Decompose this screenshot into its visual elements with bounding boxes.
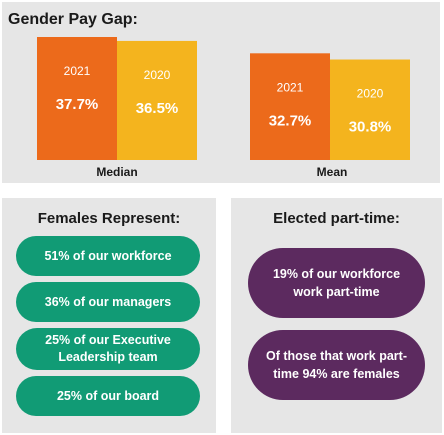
females-workforce-pill: 51% of our workforce [16, 236, 200, 276]
elected-part-time-panel: Elected part-time: 19% of our workforce … [231, 198, 442, 433]
pill-text: 19% of our workforce work part-time [272, 267, 401, 299]
gender-pay-gap-title: Gender Pay Gap: [8, 11, 138, 28]
females-represent-title: Females Represent: [37, 210, 181, 227]
pill-text: 51% of our workforce [44, 248, 172, 263]
pill-text: 25% of our Executive Leadership team [45, 333, 171, 364]
pill-text: 25% of our board [56, 388, 160, 403]
bar-year-label: 2021 [64, 64, 91, 78]
bar-value-label: 37.7% [56, 96, 99, 113]
females-board-pill: 25% of our board [16, 376, 200, 416]
females-represent-panel: Females Represent: 51% of our workforce … [2, 198, 216, 433]
category-label: Mean [317, 165, 348, 179]
bar-median-2020 [117, 40, 197, 161]
category-label: Median [96, 165, 137, 179]
pill-text: 36% of our managers [44, 294, 172, 309]
bar-value-label: 30.8% [349, 119, 392, 136]
bar-value-label: 36.5% [136, 100, 179, 117]
bar-year-label: 2020 [357, 87, 384, 101]
bar-value-label: 32.7% [269, 112, 312, 129]
bar-mean-2021 [250, 53, 330, 160]
gender-pay-gap-panel: Gender Pay Gap: 2021 37.7% 2020 36.5% Median… [2, 2, 440, 183]
part-time-females-pill: Of those that work part-time 94% are fem… [248, 330, 425, 400]
females-managers-pill: 36% of our managers [16, 282, 200, 322]
bar-median-2021 [37, 37, 117, 160]
pay-gap-chart: 2021 37.7% 2020 36.5% Median 2021 32.7% 2020 30.… [37, 37, 410, 179]
elected-part-time-title: Elected part-time: [273, 210, 400, 227]
part-time-workforce-pill: 19% of our workforce work part-time [248, 248, 425, 318]
bar-year-label: 2020 [144, 68, 171, 82]
bar-mean-2020 [330, 59, 410, 161]
pill-text: Of those that work part-time 94% are fem… [266, 349, 407, 381]
bar-year-label: 2021 [277, 80, 304, 94]
females-executive-pill: 25% of our Executive Leadership team [16, 328, 200, 370]
